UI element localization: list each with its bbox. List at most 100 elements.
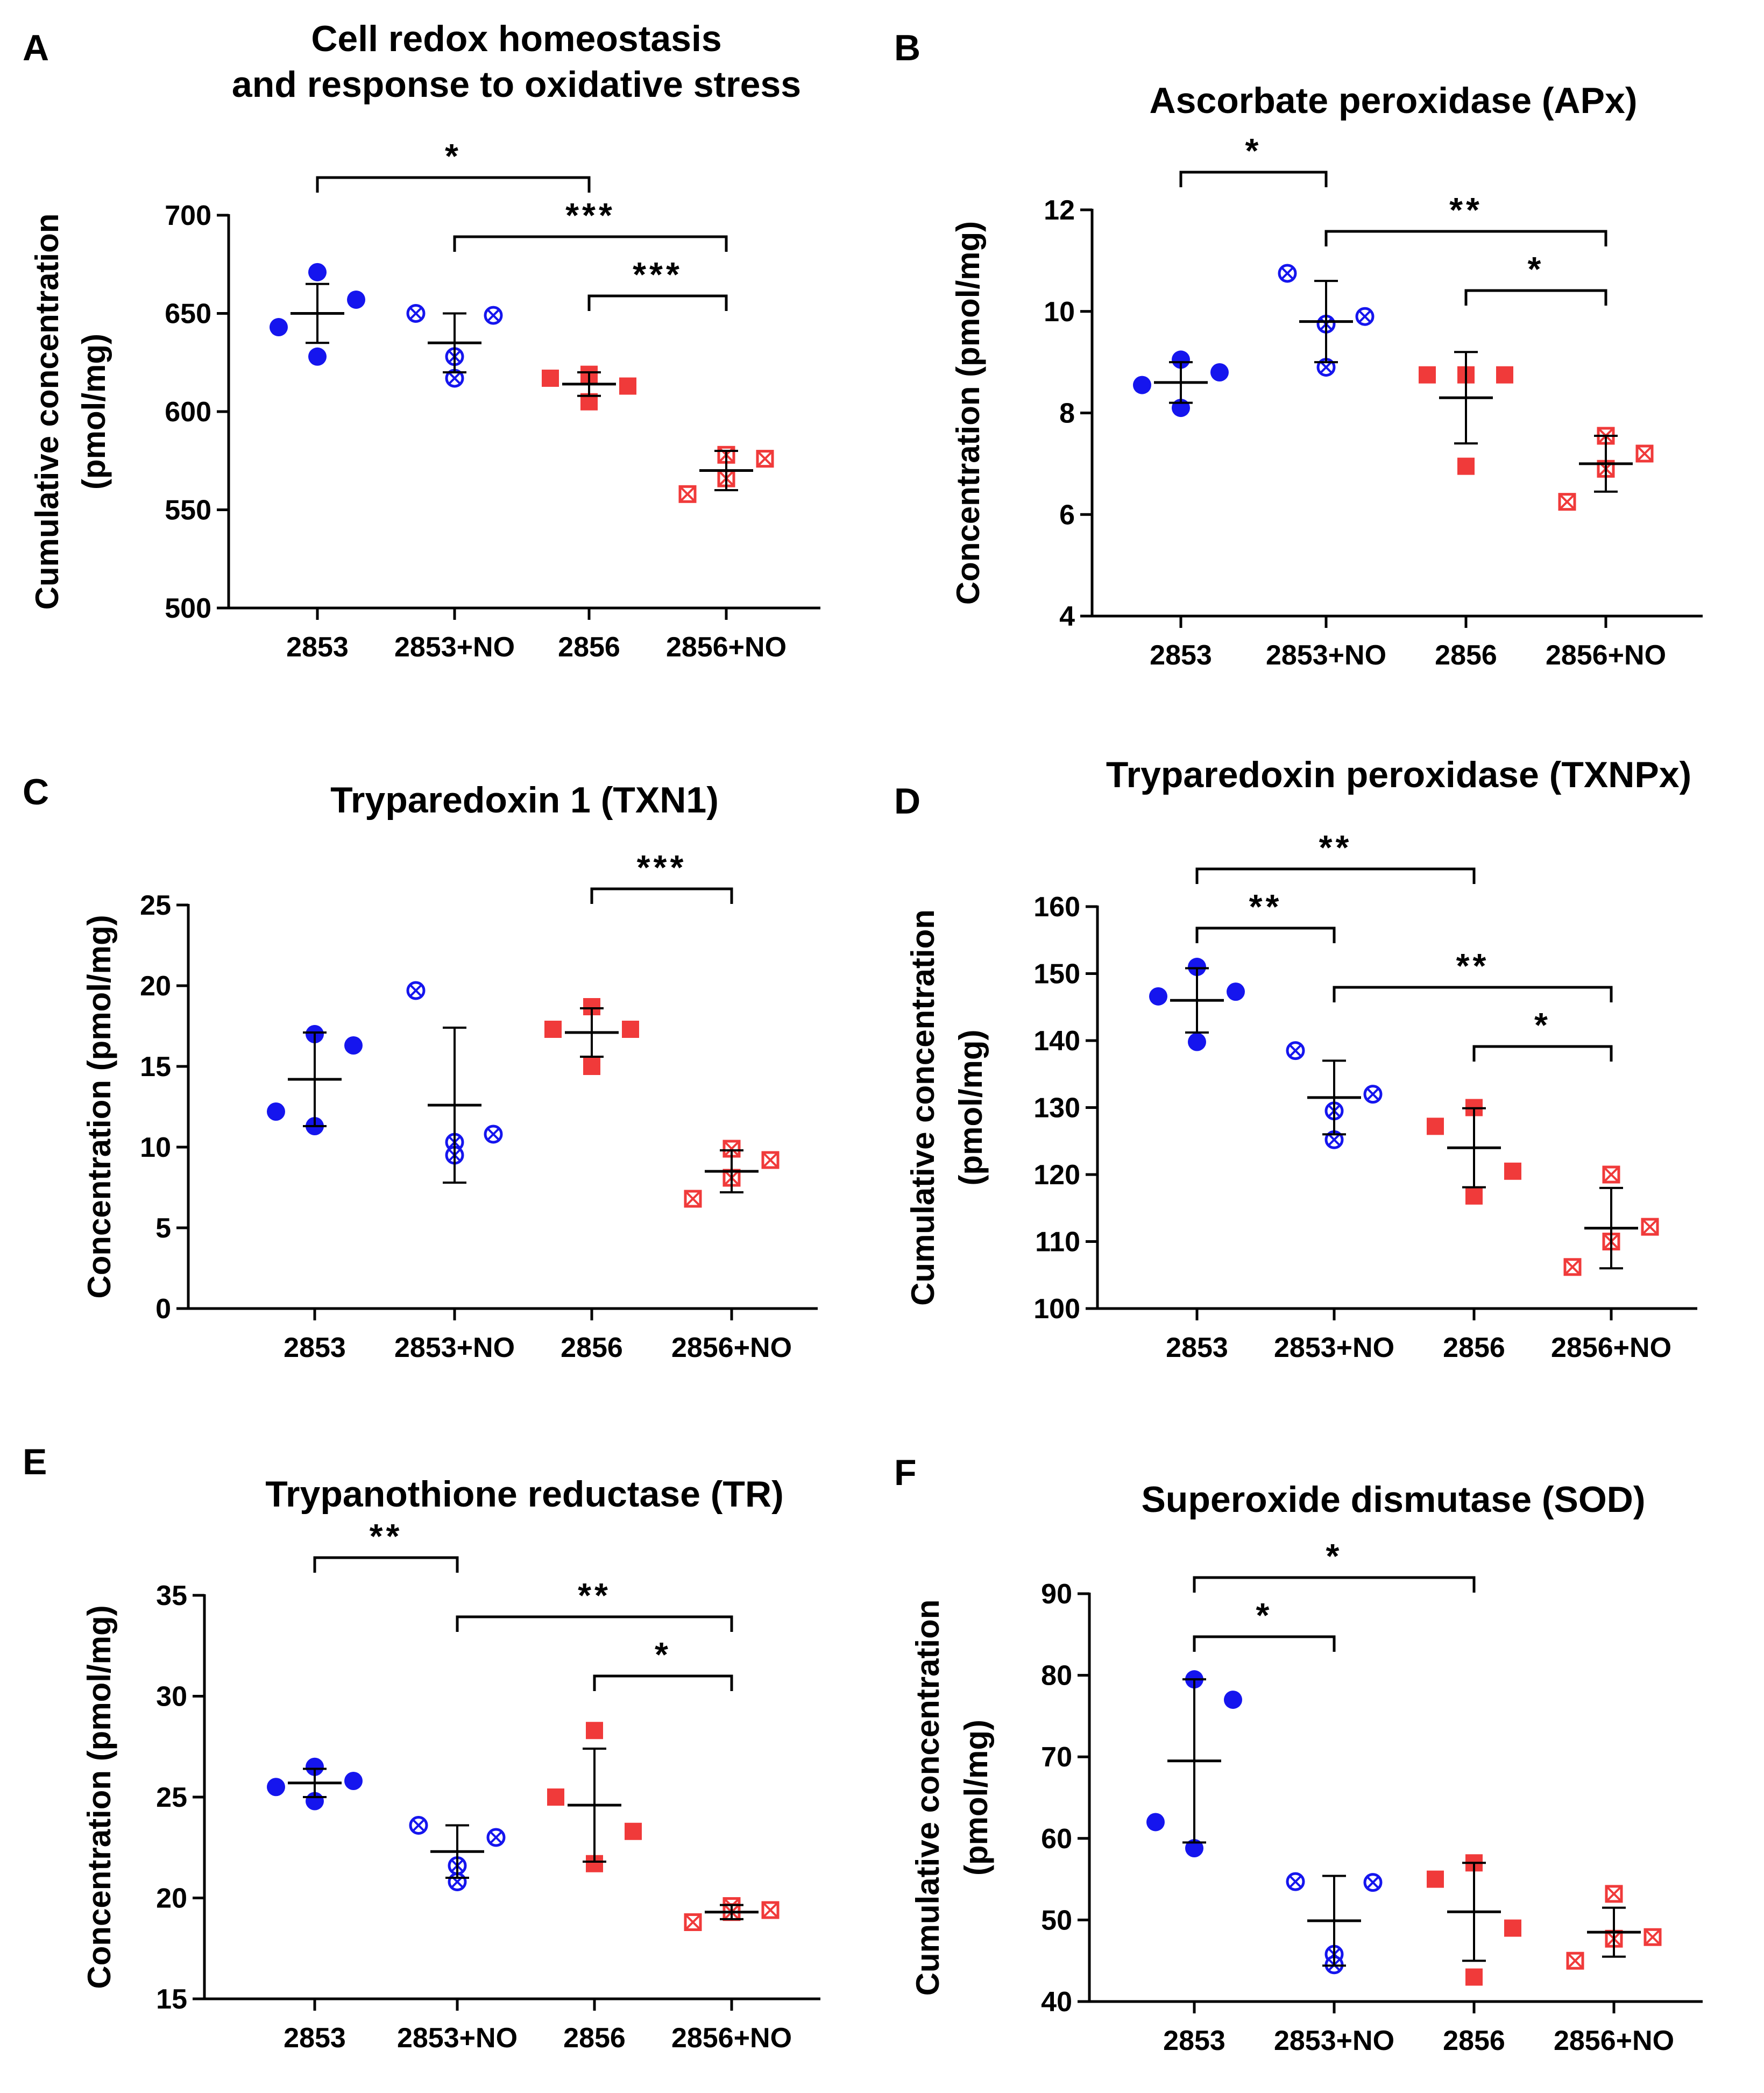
x-tick-label-e: 2853 (284, 2023, 346, 2054)
group-a-2 (542, 365, 636, 411)
data-point-d (1227, 982, 1245, 1001)
y-axis-label-c-line-0: Concentration (pmol/mg) (81, 915, 117, 1298)
data-point-c (267, 1102, 285, 1121)
data-point-f (1643, 1928, 1662, 1946)
y-axis-label-e-line-0: Concentration (pmol/mg) (81, 1605, 117, 1989)
data-point-b (1355, 307, 1375, 326)
y-tick-label-c: 15 (140, 1051, 171, 1083)
significance-bracket-b (1179, 171, 1328, 187)
data-point-a (308, 263, 327, 281)
group-b-0 (1133, 350, 1229, 418)
chart-title-b-line-0: Ascorbate peroxidase (APx) (1150, 80, 1638, 121)
panel-d: D Tryparedoxin peroxidase (TXNPx) Cumulati… (894, 754, 1697, 1363)
panel-letter-a: A (23, 27, 49, 68)
group-f-1 (1286, 1872, 1383, 1975)
y-tick-label-e: 25 (156, 1782, 187, 1813)
data-point-e (267, 1778, 285, 1797)
significance-label-a: *** (565, 196, 615, 235)
data-point-f (1427, 1870, 1444, 1888)
data-point-c (484, 1125, 503, 1144)
panel-letter-b: B (894, 27, 920, 68)
y-axis-label-f-line-0: Cumulative concentration (910, 1600, 946, 1996)
group-b-3 (1558, 427, 1654, 511)
data-point-d (1188, 958, 1206, 977)
x-tick-label-c: 2856+NO (671, 1332, 792, 1363)
data-point-a (308, 347, 327, 366)
data-point-c (761, 1151, 780, 1169)
data-point-c (406, 981, 426, 1000)
panel-a: A Cell redox homeostasis and response to o… (23, 18, 820, 663)
y-tick-label-a: 650 (165, 299, 211, 330)
panel-e: E Trypanothione reductase (TR) Concentrati… (23, 1441, 820, 2054)
y-tick-label-f: 50 (1041, 1905, 1072, 1936)
data-point-b (1278, 264, 1297, 283)
x-tick-label-f: 2853 (1163, 2025, 1225, 2056)
y-tick-label-c: 20 (140, 971, 171, 1002)
x-tick-label-d: 2853 (1166, 1332, 1228, 1363)
data-point-e (684, 1913, 702, 1931)
y-tick-label-e: 30 (156, 1681, 187, 1713)
significance-bracket-e (313, 1556, 459, 1573)
data-point-d (1504, 1162, 1521, 1180)
significance-label-e: * (655, 1635, 671, 1674)
data-point-d (1465, 1187, 1483, 1205)
y-tick-label-b: 12 (1044, 195, 1075, 226)
data-point-e (586, 1722, 603, 1740)
data-point-a (347, 290, 365, 309)
panel-letter-f: F (894, 1452, 917, 1493)
significance-bracket-b (1464, 289, 1607, 306)
group-a-0 (270, 263, 365, 366)
x-tick-label-b: 2853 (1150, 640, 1212, 671)
chart-title-e-line-0: Trypanothione reductase (TR) (265, 1474, 783, 1515)
x-tick-label-f: 2856 (1443, 2025, 1505, 2056)
data-point-e (409, 1816, 428, 1835)
y-tick-label-c: 5 (155, 1213, 171, 1244)
data-point-a (484, 306, 503, 325)
data-point-e (625, 1822, 642, 1840)
y-tick-label-b: 4 (1059, 601, 1075, 632)
y-axis-label-b-line-0: Concentration (pmol/mg) (950, 221, 986, 605)
data-point-a (756, 450, 774, 468)
data-point-d (1363, 1085, 1383, 1104)
data-point-d (1602, 1165, 1620, 1184)
data-point-f (1566, 1951, 1584, 1970)
significance-label-d: ** (1319, 828, 1352, 867)
data-point-b (1210, 363, 1229, 381)
data-point-d (1641, 1218, 1659, 1236)
x-tick-label-b: 2856 (1435, 640, 1497, 671)
group-e-3 (684, 1897, 780, 1931)
panel-b: B Ascorbate peroxidase (APx) Concentration… (894, 27, 1703, 671)
significance-bracket-d (1195, 867, 1476, 884)
group-f-0 (1146, 1670, 1242, 1857)
x-tick-label-c: 2853 (284, 1332, 346, 1363)
x-tick-label-d: 2853+NO (1274, 1332, 1394, 1363)
y-tick-label-f: 80 (1041, 1660, 1072, 1692)
data-point-e (761, 1901, 780, 1919)
group-e-0 (267, 1757, 363, 1811)
significance-bracket-a (316, 176, 591, 193)
y-tick-label-f: 60 (1041, 1823, 1072, 1855)
group-d-2 (1427, 1099, 1521, 1205)
group-f-2 (1427, 1854, 1521, 1986)
data-point-e (486, 1828, 506, 1847)
significance-label-d: ** (1456, 946, 1490, 985)
significance-label-b: * (1245, 131, 1262, 170)
significance-bracket-d (1472, 1045, 1613, 1062)
data-point-f (1185, 1839, 1203, 1857)
y-tick-label-e: 20 (156, 1883, 187, 1914)
data-point-c (622, 1021, 639, 1038)
data-point-a (542, 369, 559, 387)
chart-title-d-line-0: Tryparedoxin peroxidase (TXNPx) (1106, 754, 1691, 795)
y-tick-label-d: 120 (1033, 1159, 1080, 1191)
y-tick-label-d: 100 (1033, 1293, 1080, 1325)
y-tick-label-a: 600 (165, 397, 211, 428)
data-point-c (344, 1036, 363, 1055)
x-tick-label-b: 2856+NO (1546, 640, 1666, 671)
significance-bracket-f (1193, 1576, 1476, 1593)
group-c-3 (684, 1140, 780, 1208)
y-tick-label-d: 110 (1035, 1227, 1080, 1258)
significance-bracket-e (593, 1674, 733, 1691)
significance-bracket-b (1324, 230, 1607, 246)
significance-bracket-d (1195, 927, 1336, 943)
data-point-d (1427, 1118, 1444, 1135)
